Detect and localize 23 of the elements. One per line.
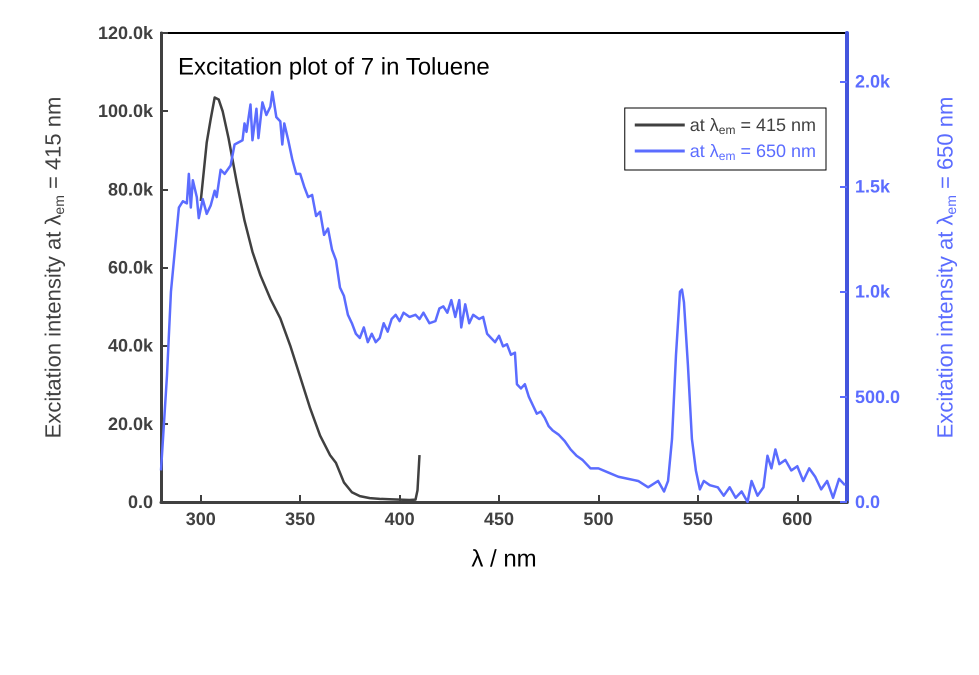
x-tick-label: 300 xyxy=(186,509,216,529)
y-tick-label: 40.0k xyxy=(108,336,154,356)
y-tick-label: 80.0k xyxy=(108,179,154,200)
y-axis-title: Excitation intensity at λem = 415 nm xyxy=(40,96,67,438)
x-axis-title: λ / nm xyxy=(471,546,537,572)
y-tick-label: 0.0 xyxy=(128,492,153,512)
y2-tick-label: 0.0 xyxy=(855,492,880,512)
x-tick-label: 450 xyxy=(484,509,514,529)
y-tick-label: 100.0k xyxy=(98,101,154,122)
y2-tick-label: 1.0k xyxy=(855,282,892,302)
y2-tick-label: 500.0 xyxy=(855,386,900,407)
y2-tick-label: 2.0k xyxy=(855,71,892,92)
x-tick-label: 600 xyxy=(782,509,812,529)
x-tick-label: 350 xyxy=(285,509,316,529)
y2-axis-title: Excitation intensity at λem = 650 nm xyxy=(932,96,959,438)
x-tick-label: 550 xyxy=(682,509,713,529)
y-tick-label: 120.0k xyxy=(98,23,154,43)
y-tick-label: 60.0k xyxy=(108,258,154,278)
y-tick-label: 20.0k xyxy=(108,414,154,434)
x-tick-label: 500 xyxy=(583,509,614,529)
x-tick-label: 400 xyxy=(384,509,415,529)
y2-tick-label: 1.5k xyxy=(855,176,892,197)
text: Excitation plot of 7 in Toluene xyxy=(178,54,490,80)
